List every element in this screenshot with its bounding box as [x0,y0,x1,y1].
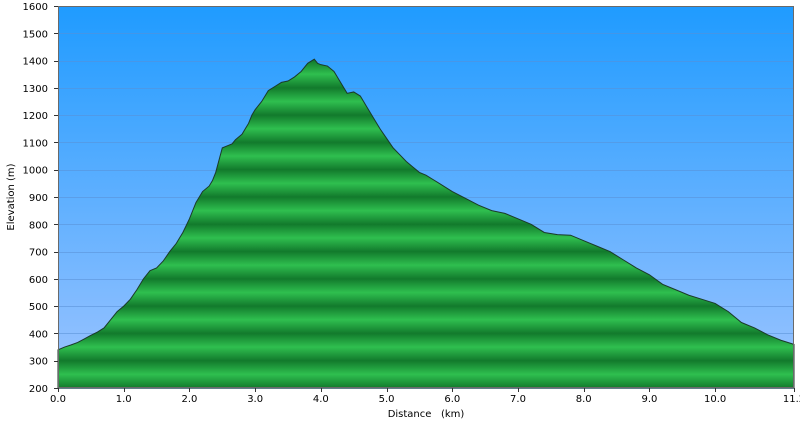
y-tick-label: 1400 [23,57,48,68]
x-tick-label: 11.2 [783,394,800,405]
x-tick-label: 3.0 [247,394,263,405]
y-tick-label: 600 [29,275,48,286]
y-tick-label: 500 [29,302,48,313]
x-tick-label: 10.0 [704,394,726,405]
y-tick-label: 1200 [23,111,48,122]
y-axis-title: Elevation (m) [6,163,17,230]
y-tick-label: 800 [29,220,48,231]
x-tick-label: 4.0 [313,394,329,405]
x-tick-label: 9.0 [641,394,657,405]
y-tick-label: 1000 [23,166,48,177]
y-tick-label: 1100 [23,138,48,149]
x-tick-label: 1.0 [116,394,132,405]
y-tick-label: 400 [29,329,48,340]
x-tick-label: 5.0 [379,394,395,405]
y-tick-label: 1500 [23,29,48,40]
y-tick-label: 1300 [23,84,48,95]
x-tick-label: 6.0 [444,394,460,405]
x-tick-label: 0.0 [50,394,66,405]
x-tick-label: 8.0 [576,394,592,405]
x-tick-label: 2.0 [181,394,197,405]
x-axis-title: Distance (km) [388,409,465,420]
y-tick-label: 300 [29,357,48,368]
x-axis-ticks: 0.0 1.0 2.0 3.0 4.0 5.0 6.0 7.0 8.0 9.0 10.0 11.2 [50,388,800,405]
y-tick-label: 900 [29,193,48,204]
x-tick-label: 7.0 [510,394,526,405]
y-tick-label: 700 [29,248,48,259]
y-axis-ticks: 200 300 400 500 600 700 800 900 1000 1100 1200 1300… [23,2,58,395]
plot-border [58,6,794,388]
elevation-area [57,58,795,389]
y-tick-label: 200 [29,384,48,395]
y-tick-label: 1600 [23,2,48,13]
